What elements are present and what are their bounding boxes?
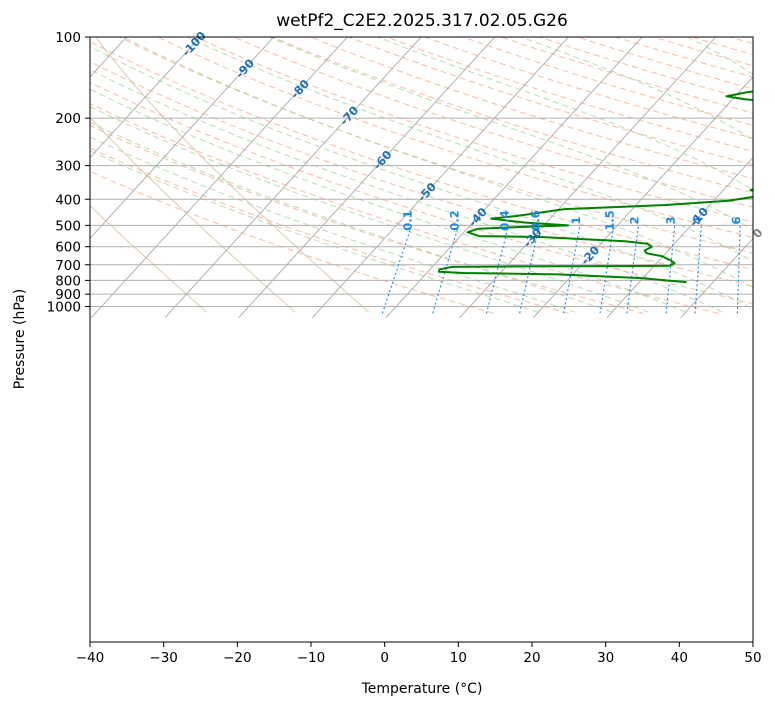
curved-guide-line xyxy=(95,37,370,313)
mixing-ratio-line xyxy=(665,225,676,314)
dry-adiabat-line xyxy=(90,147,569,314)
mixing-ratio-label: 1.5 xyxy=(603,210,617,231)
mixing-ratio-line xyxy=(381,225,413,314)
isotherm-label: 0 xyxy=(750,226,766,241)
moist-adiabat-line xyxy=(90,46,753,310)
y-axis-label: Pressure (hPa) xyxy=(12,289,28,389)
y-tick-label: 1000 xyxy=(47,300,81,316)
isotherm-line xyxy=(90,37,349,318)
x-tick-label: 30 xyxy=(597,650,614,666)
moist-adiabat-line xyxy=(90,136,576,313)
y-tick-label: 200 xyxy=(55,111,81,127)
y-tick-label: 800 xyxy=(55,273,81,289)
isotherm-line xyxy=(311,37,570,318)
x-tick-label: −10 xyxy=(297,650,326,666)
mixing-ratio-line xyxy=(485,225,510,314)
dewpoint-profile-line xyxy=(437,90,753,284)
isotherm-line xyxy=(164,37,422,318)
axes: −40 −30 −20 −10 0 10 20 30 40 5010020030040050060… xyxy=(47,30,762,666)
y-tick-label: 100 xyxy=(55,30,81,46)
moist-adiabat-line xyxy=(123,37,753,288)
isotherm-line xyxy=(754,25,775,318)
mixing-ratio-label: 3 xyxy=(664,216,678,224)
moist-adiabat-line xyxy=(90,150,539,313)
mixing-ratio-label: 0.6 xyxy=(528,210,542,231)
dry-adiabat-line xyxy=(90,81,753,305)
x-tick-label: −20 xyxy=(223,650,252,666)
dry-adiabat-line xyxy=(386,37,753,152)
dry-adiabat-line xyxy=(90,124,644,314)
dry-adiabat-line xyxy=(768,37,775,313)
mixing-ratio-line xyxy=(432,225,460,314)
dry-adiabat-line xyxy=(310,37,753,180)
dry-adiabat-line xyxy=(271,37,753,194)
y-tick-label: 500 xyxy=(55,218,81,234)
x-tick-label: 40 xyxy=(671,650,688,666)
dry-adiabat-line xyxy=(90,40,753,271)
dry-adiabat-line xyxy=(195,37,753,223)
y-tick-label: 900 xyxy=(55,287,81,303)
dry-adiabat-line xyxy=(538,37,753,102)
moist-adiabat-line xyxy=(269,37,753,231)
moist-adiabat-line xyxy=(90,88,686,313)
isotherm-label: -100 xyxy=(179,29,209,60)
mixing-ratio-label: 6 xyxy=(729,216,743,224)
dry-adiabat-line xyxy=(500,37,753,114)
y-tick-label: 700 xyxy=(55,258,81,274)
mixing-ratio-line xyxy=(519,225,540,314)
x-axis-label: Temperature (°C) xyxy=(361,681,483,697)
y-tick-label: 600 xyxy=(55,240,81,256)
mixing-ratio-line xyxy=(694,225,702,314)
moist-adiabat-line xyxy=(90,106,649,313)
plot-background xyxy=(90,25,775,318)
dry-adiabat-line xyxy=(119,37,753,254)
dry-adiabat-line xyxy=(462,37,753,126)
chart-title: wetPf2_C2E2.2025.317.02.05.G26 xyxy=(276,11,568,31)
moist-adiabat-line xyxy=(187,37,753,262)
isotherm-line xyxy=(680,237,753,318)
x-tick-label: 0 xyxy=(380,650,389,666)
x-tick-label: −30 xyxy=(149,650,178,666)
moist-adiabat-line xyxy=(687,37,753,76)
dry-adiabat-line xyxy=(691,37,753,55)
mixing-ratio-label: 0.4 xyxy=(497,210,511,231)
dry-adiabat-line xyxy=(90,103,719,314)
moist-adiabat-line xyxy=(90,121,613,313)
mixing-ratio-label: 0.2 xyxy=(447,210,461,231)
mixing-ratio-line xyxy=(626,225,640,314)
dry-adiabat-line xyxy=(90,61,753,287)
mixing-ratio-label: 0.1 xyxy=(401,210,415,231)
mixing-ratio-line xyxy=(599,225,615,314)
curved-guide-line xyxy=(90,205,208,313)
y-tick-label: 300 xyxy=(55,159,81,175)
y-tick-label: 400 xyxy=(55,192,81,208)
mixing-ratio-label: 4 xyxy=(690,216,704,224)
dry-adiabat-line xyxy=(90,170,494,314)
x-tick-label: 10 xyxy=(450,650,467,666)
curved-guide-line xyxy=(90,116,296,313)
profile-lines xyxy=(437,90,753,284)
moist-adiabat-line xyxy=(90,68,723,313)
isotherm-line xyxy=(606,156,753,318)
dry-adiabat-line xyxy=(348,37,753,166)
isotherm-line xyxy=(385,37,643,318)
dry-adiabat-line xyxy=(157,37,753,238)
isotherm-line xyxy=(90,37,275,240)
mixing-ratio-label: 2 xyxy=(627,216,641,224)
isotherm-line xyxy=(90,37,128,78)
mixing-ratio-line xyxy=(736,225,741,314)
mixing-ratio-label: 1 xyxy=(569,216,583,224)
x-tick-label: −40 xyxy=(76,650,105,666)
x-tick-label: 50 xyxy=(744,650,761,666)
isotherm-line xyxy=(532,76,753,318)
isotherm-line xyxy=(90,37,201,159)
x-tick-label: 20 xyxy=(523,650,540,666)
plot-frame xyxy=(89,36,754,643)
isotherm-line xyxy=(238,37,496,318)
mixing-ratio-line xyxy=(562,225,581,314)
isotherm-line xyxy=(459,37,717,318)
